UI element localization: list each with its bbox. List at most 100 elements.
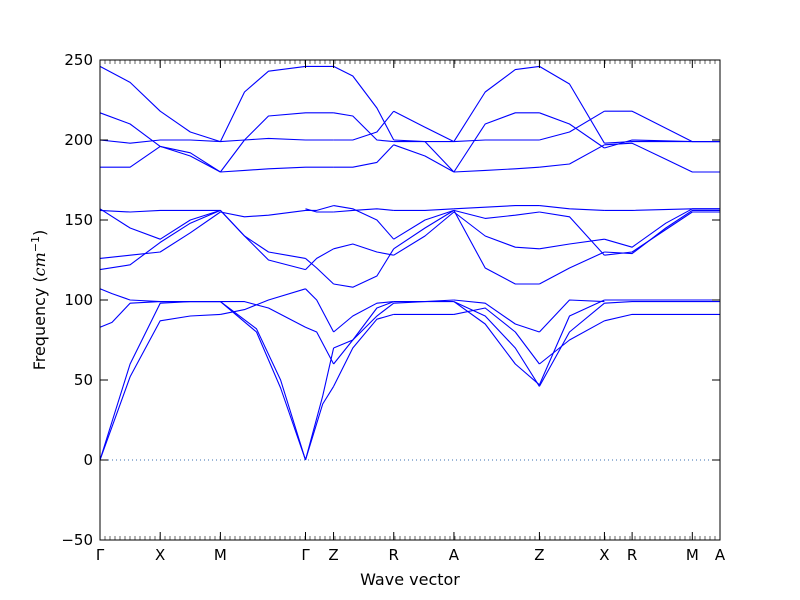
band-line <box>393 209 455 240</box>
band-line <box>539 110 605 141</box>
band-line <box>305 208 334 213</box>
band-line <box>604 301 720 304</box>
band-line <box>604 208 720 211</box>
band-line <box>539 205 605 211</box>
band-line <box>393 208 454 211</box>
x-tick-label: R <box>389 546 399 564</box>
band-line <box>393 299 454 303</box>
band-line <box>539 320 605 365</box>
band-line <box>99 112 221 173</box>
band-line <box>333 112 394 143</box>
band-line <box>393 110 455 143</box>
band-line <box>99 209 221 271</box>
y-axis-label-suffix: ) <box>30 230 49 236</box>
series-layer <box>99 65 720 461</box>
band-line <box>604 313 720 322</box>
band-line <box>99 208 221 240</box>
band-line <box>539 112 605 149</box>
band-line <box>333 110 395 141</box>
band-line <box>220 209 306 218</box>
band-line <box>538 299 605 333</box>
band-line <box>333 248 395 288</box>
band-line <box>453 307 540 365</box>
x-tick-label: X <box>155 546 165 564</box>
band-line <box>453 301 540 386</box>
band-line <box>333 205 395 240</box>
band-line <box>453 210 540 285</box>
band-line <box>333 144 395 168</box>
band-line <box>393 139 455 173</box>
y-ticks: −50 0 50 100 150 200 250 <box>61 51 720 549</box>
band-line <box>453 205 540 210</box>
band-line <box>538 302 605 387</box>
x-tick-label: R <box>627 546 637 564</box>
band-line <box>99 209 221 213</box>
band-line <box>538 299 605 386</box>
y-axis-label-prefix: Frequency ( <box>30 276 49 370</box>
x-tick-label: M <box>686 546 699 564</box>
band-line <box>305 257 334 285</box>
band-line <box>453 209 540 219</box>
band-line <box>453 65 540 142</box>
band-line <box>604 211 720 256</box>
band-line <box>393 209 455 250</box>
band-line <box>453 301 540 387</box>
band-line <box>99 313 221 461</box>
band-line <box>99 139 221 144</box>
band-line <box>539 251 605 285</box>
band-line <box>99 288 221 303</box>
band-line <box>539 238 605 250</box>
y-tick-label: 100 <box>64 291 93 309</box>
band-line <box>604 141 720 144</box>
band-line <box>304 386 335 461</box>
x-tick-label: Γ <box>96 546 105 564</box>
y-axis-label-exponent: −1 <box>29 236 42 252</box>
band-line <box>99 65 221 143</box>
band-line <box>539 65 605 144</box>
band-line <box>220 137 306 143</box>
band-line <box>333 302 395 349</box>
band-line <box>219 112 306 173</box>
band-line <box>393 144 455 173</box>
y-tick-label: 150 <box>64 211 93 229</box>
band-line <box>453 299 540 333</box>
y-tick-label: 50 <box>74 371 93 389</box>
y-tick-label: 250 <box>64 51 93 69</box>
band-line <box>453 211 540 250</box>
y-tick-label: −50 <box>61 531 93 549</box>
band-line <box>604 142 720 173</box>
band-line <box>333 243 394 256</box>
band-line <box>453 112 540 173</box>
band-line <box>333 65 395 141</box>
band-line <box>333 313 394 387</box>
band-line <box>539 211 605 256</box>
band-line <box>333 301 394 365</box>
x-axis-label: Wave vector <box>360 570 460 589</box>
band-line <box>220 301 307 461</box>
x-tick-label: Z <box>534 546 544 564</box>
band-line <box>539 144 605 168</box>
band-line <box>220 301 307 461</box>
x-tick-label: Z <box>328 546 338 564</box>
band-line <box>305 248 334 270</box>
y-axis-label-unit: cm <box>30 252 49 276</box>
x-tick-label: A <box>449 546 460 564</box>
band-line <box>219 210 306 271</box>
band-line <box>305 326 335 365</box>
band-line <box>333 208 394 213</box>
y-axis-label: Frequency (cm−1) <box>29 230 49 371</box>
x-tick-label: X <box>599 546 609 564</box>
x-tick-label: M <box>214 546 227 564</box>
band-line <box>333 301 394 333</box>
band-line <box>304 347 335 461</box>
band-line <box>220 166 306 173</box>
band-line <box>219 65 306 142</box>
band-line <box>453 139 540 143</box>
y-tick-label: 0 <box>83 451 93 469</box>
x-tick-label: A <box>715 546 726 564</box>
band-line <box>393 211 455 256</box>
plot-frame <box>99 59 721 541</box>
y-tick-label: 200 <box>64 131 93 149</box>
